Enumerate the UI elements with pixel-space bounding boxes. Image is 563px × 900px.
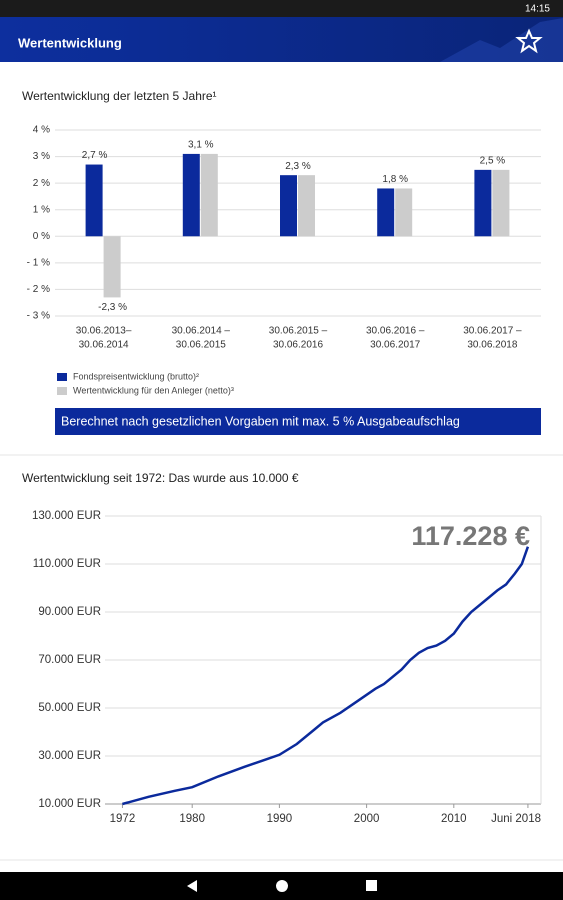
x-tick-label: 1980	[179, 813, 205, 825]
bar	[182, 153, 200, 237]
y-tick-label: 10.000 EUR	[38, 798, 101, 810]
bar	[280, 175, 297, 237]
x-tick-label: 30.06.2017	[370, 340, 420, 351]
x-tick-label: 1972	[110, 813, 136, 825]
status-time: 14:15	[525, 4, 550, 15]
chart-title: Wertentwicklung seit 1972: Das wurde aus…	[22, 471, 299, 485]
nav-recent[interactable]	[366, 880, 377, 891]
nav-back[interactable]	[187, 880, 197, 892]
favorite-button[interactable]	[515, 28, 543, 54]
y-tick-label: - 3 %	[27, 311, 50, 322]
y-tick-label: - 2 %	[27, 284, 50, 295]
bar	[492, 169, 510, 237]
bar	[85, 164, 103, 237]
value-label: 2,3 %	[285, 161, 311, 172]
value-label: 2,7 %	[82, 150, 108, 161]
legend-label: Fondspreisentwicklung (brutto)²	[73, 371, 199, 381]
y-tick-label: - 1 %	[27, 257, 50, 268]
x-tick-label: 30.06.2014 –	[172, 326, 231, 337]
app-bar-decor	[440, 18, 563, 62]
nav-home[interactable]	[276, 880, 288, 892]
x-tick-label: 2010	[441, 813, 467, 825]
legend-label: Wertentwicklung für den Anleger (netto)³	[73, 385, 234, 395]
bar	[395, 188, 413, 237]
note-box	[55, 408, 541, 435]
x-tick-label: 30.06.2016	[273, 340, 323, 351]
y-tick-label: 70.000 EUR	[38, 654, 101, 666]
status-bar	[0, 0, 563, 17]
x-tick-label: 30.06.2015 –	[269, 326, 328, 337]
x-tick-label: 2000	[354, 813, 380, 825]
y-tick-label: 130.000 EUR	[32, 510, 101, 522]
y-tick-label: 90.000 EUR	[38, 606, 101, 618]
bar	[377, 188, 395, 237]
bar	[103, 236, 121, 298]
bar	[298, 175, 315, 237]
bar	[474, 169, 492, 237]
y-tick-label: 4 %	[33, 125, 50, 136]
y-tick-label: 0 %	[33, 231, 50, 242]
legend-swatch	[57, 373, 67, 381]
y-tick-label: 110.000 EUR	[33, 558, 101, 570]
x-tick-label: 30.06.2018	[467, 340, 517, 351]
y-tick-label: 30.000 EUR	[38, 750, 101, 762]
x-tick-label: 1990	[267, 813, 293, 825]
y-tick-label: 1 %	[33, 204, 50, 215]
x-tick-label: Juni 2018	[491, 813, 541, 825]
bar	[200, 153, 218, 237]
app-bar	[0, 17, 563, 62]
legend-swatch	[57, 387, 67, 395]
value-label: 3,1 %	[188, 140, 214, 151]
annotation: 117.228 €	[411, 521, 530, 551]
value-label: 2,5 %	[480, 155, 506, 166]
line	[122, 546, 530, 806]
note-text: Berechnet nach gesetzlichen Vorgaben mit…	[61, 414, 460, 428]
y-tick-label: 2 %	[33, 178, 50, 189]
x-tick-label: 30.06.2016 –	[366, 326, 425, 337]
x-tick-label: 30.06.2015	[176, 340, 226, 351]
y-tick-label: 50.000 EUR	[38, 702, 101, 714]
app-title: Wertentwicklung	[18, 35, 122, 50]
value-label: 1,8 %	[382, 174, 408, 185]
y-tick-label: 3 %	[33, 151, 50, 162]
x-tick-label: 30.06.2017 –	[463, 326, 522, 337]
x-tick-label: 30.06.2013–	[76, 326, 132, 337]
x-tick-label: 30.06.2014	[79, 340, 129, 351]
chart-title: Wertentwicklung der letzten 5 Jahre¹	[22, 89, 217, 103]
value-label: -2,3 %	[98, 302, 127, 313]
